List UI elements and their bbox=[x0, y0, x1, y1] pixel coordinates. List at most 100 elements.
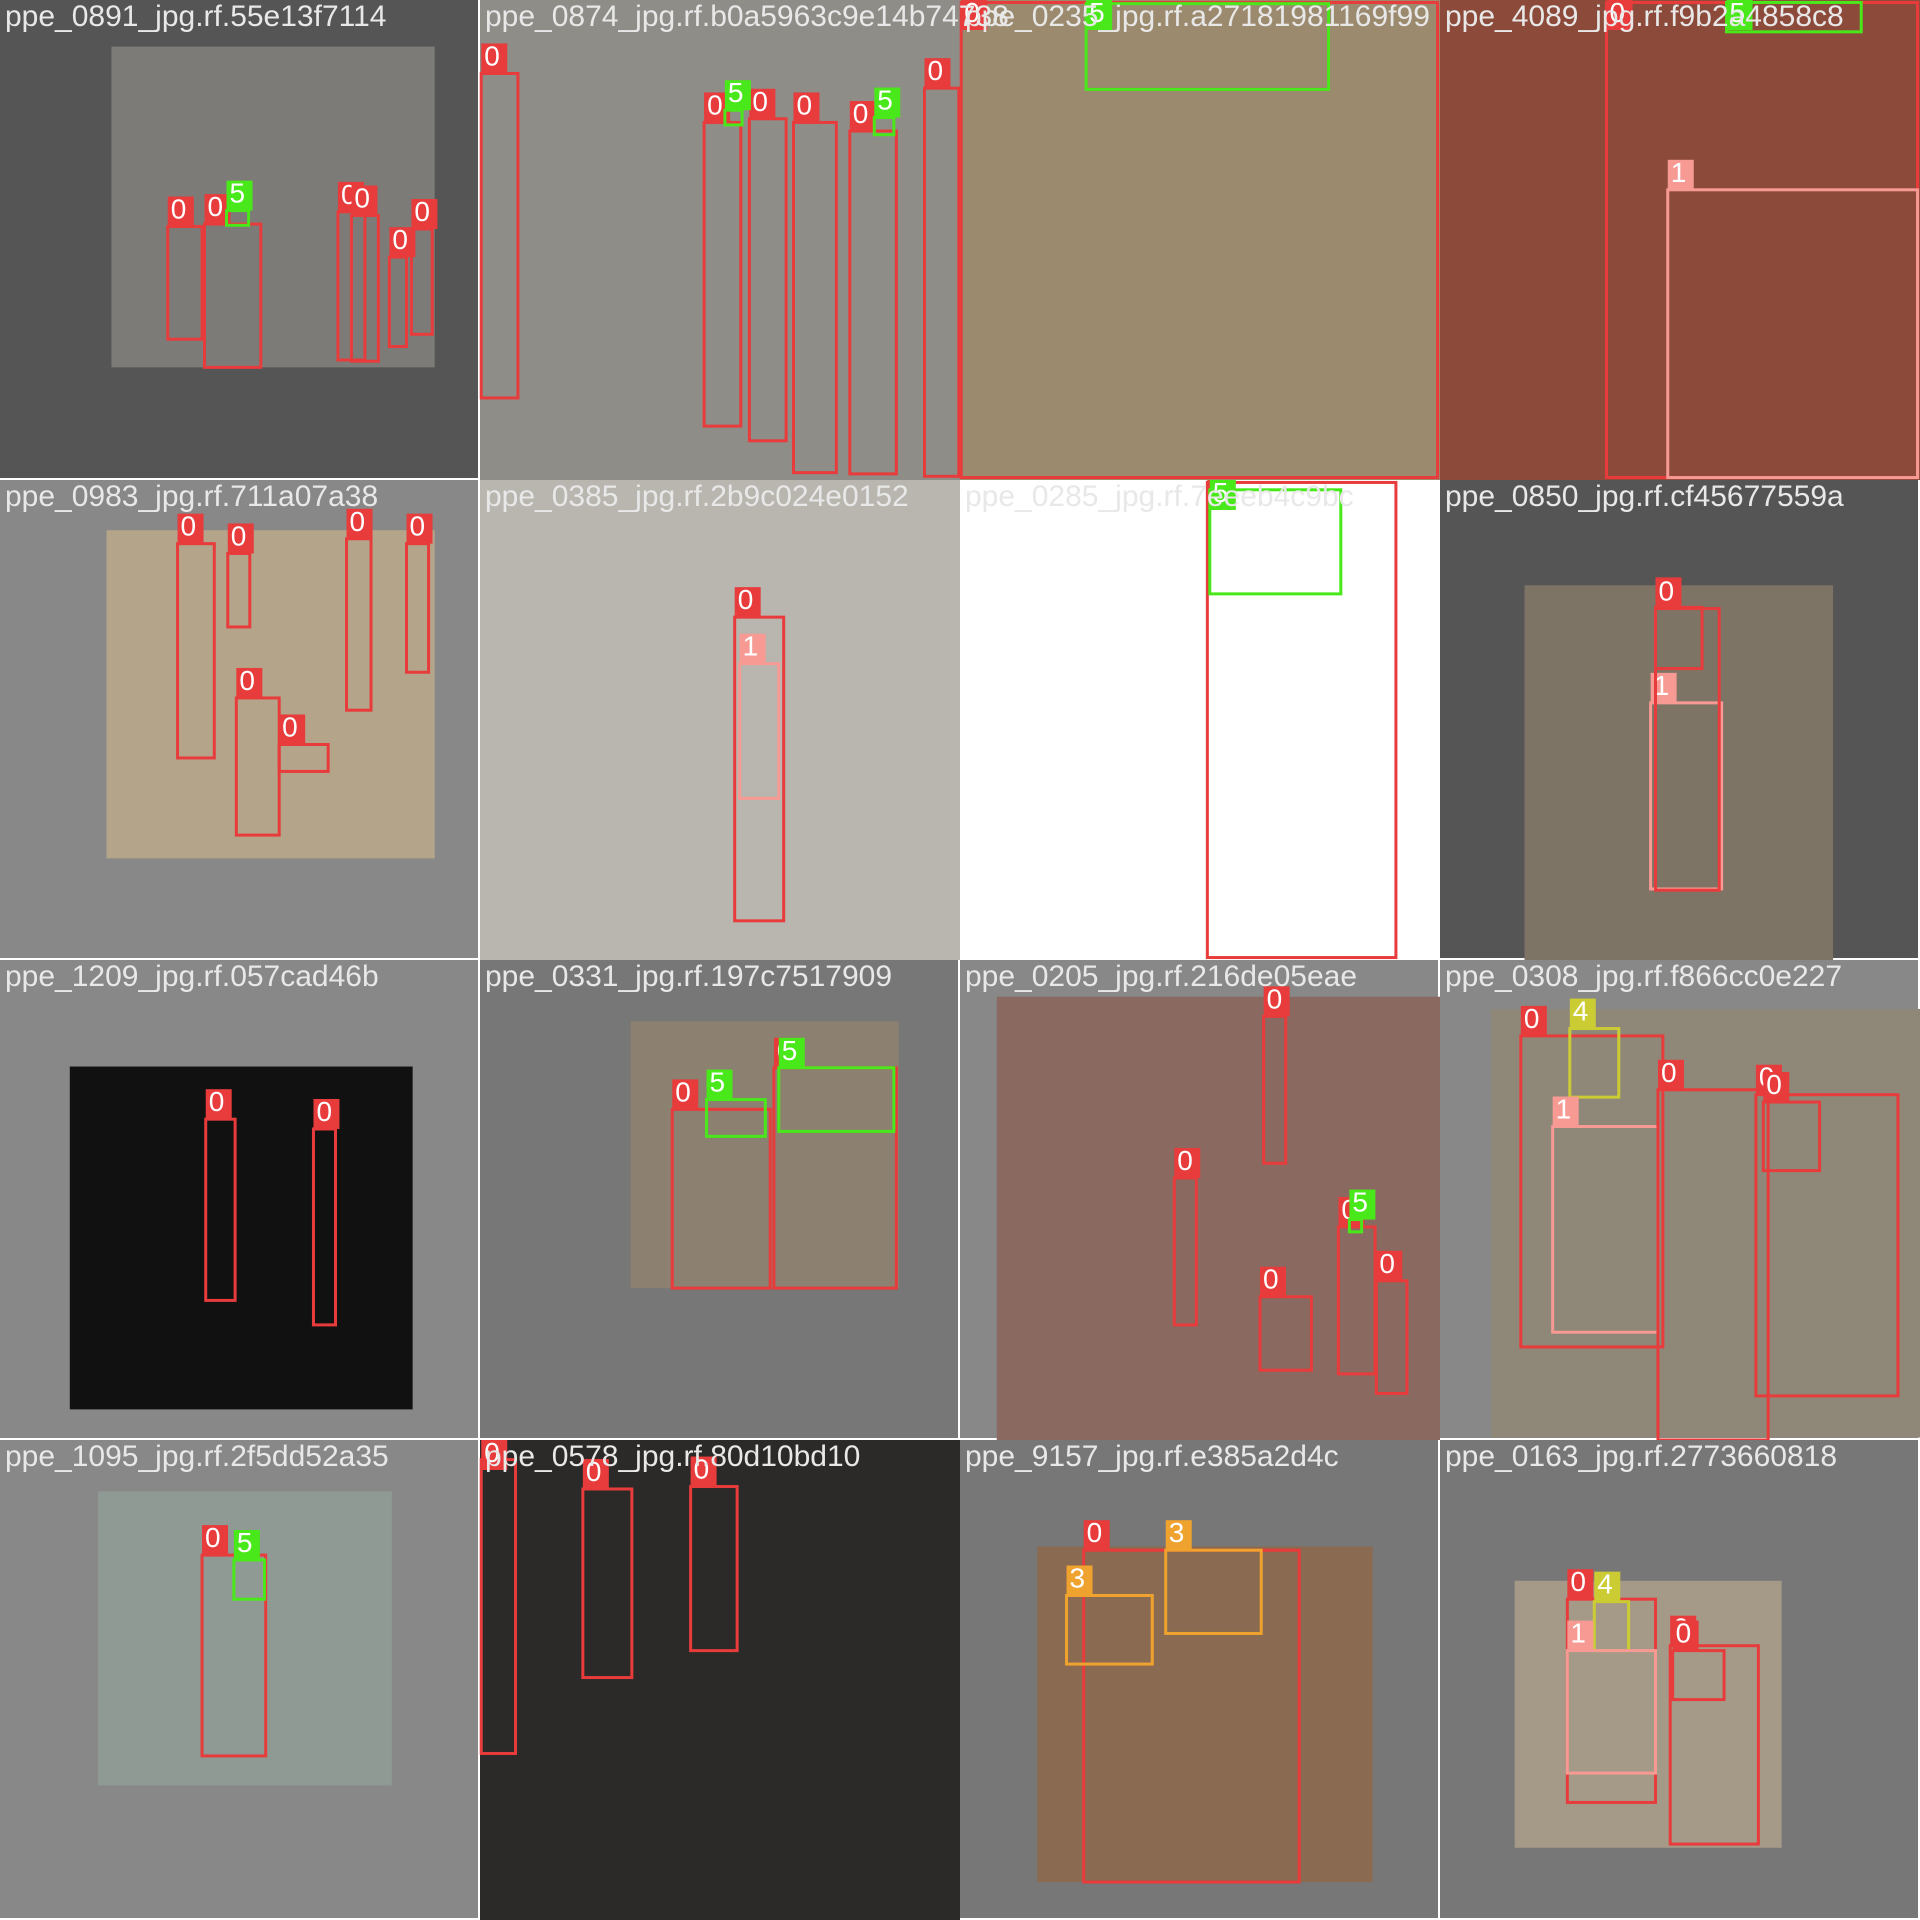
box-label: 5 bbox=[230, 178, 246, 209]
bounding-box bbox=[1656, 1088, 1770, 1442]
box-label: 0 bbox=[205, 1522, 221, 1553]
bounding-box bbox=[1164, 1548, 1263, 1635]
box-tag bbox=[481, 43, 508, 74]
box-tag bbox=[706, 1069, 733, 1100]
box-tag bbox=[1263, 986, 1290, 1017]
box-label: 0 bbox=[484, 40, 500, 71]
file-name: ppe_0385_jpg.rf.2b9c024e0152 bbox=[485, 480, 909, 513]
bounding-box bbox=[1172, 1176, 1198, 1327]
box-label: 0 bbox=[1263, 1264, 1279, 1295]
box-label: 0 bbox=[207, 191, 223, 222]
box-tag bbox=[233, 1530, 260, 1560]
box-label: 1 bbox=[1654, 670, 1670, 701]
bounding-box bbox=[705, 1098, 767, 1138]
box-tag bbox=[1086, 0, 1113, 30]
box-tag bbox=[1066, 1565, 1093, 1596]
box-tag bbox=[1520, 1005, 1547, 1036]
tile: 010 bbox=[1440, 480, 1918, 1000]
box-label: 0 bbox=[484, 1437, 500, 1468]
box-label: 0 bbox=[586, 1456, 602, 1487]
box-label: 0 bbox=[239, 665, 255, 696]
image bbox=[480, 1440, 960, 1920]
image bbox=[630, 1021, 899, 1289]
bounding-box bbox=[1519, 1034, 1665, 1349]
bounding-box bbox=[1754, 1093, 1900, 1398]
image bbox=[111, 46, 435, 368]
box-tag bbox=[227, 523, 254, 554]
box-label: 0 bbox=[927, 55, 943, 86]
box-tag bbox=[582, 1458, 609, 1489]
box-tag bbox=[1726, 0, 1753, 30]
box-label: 3 bbox=[1169, 1517, 1185, 1548]
box-label: 0 bbox=[1267, 983, 1283, 1014]
box-tag bbox=[1594, 1571, 1621, 1602]
box-tag bbox=[961, 0, 988, 30]
bounding-box bbox=[1065, 1594, 1154, 1666]
box-label: 0 bbox=[1676, 1618, 1692, 1649]
tile: 00 0 0 005 5 bbox=[479, 0, 961, 480]
bounding-box bbox=[1654, 607, 1721, 892]
box-label: 0 bbox=[181, 511, 197, 542]
tile: 05 bbox=[960, 477, 1440, 960]
box-tag bbox=[1209, 480, 1236, 510]
bounding-box bbox=[1084, 2, 1331, 91]
bounding-box bbox=[204, 1117, 237, 1302]
bounding-box bbox=[581, 1487, 634, 1680]
box-tag bbox=[849, 101, 876, 132]
image bbox=[960, 0, 1440, 480]
box-label: 0 bbox=[316, 1096, 332, 1127]
box-label: 0 bbox=[1524, 1003, 1540, 1034]
image bbox=[1514, 1580, 1782, 1848]
box-label: 4 bbox=[1573, 996, 1589, 1027]
box-label: 5 bbox=[710, 1067, 726, 1098]
bounding-box bbox=[1668, 1644, 1760, 1846]
box-label: 0 bbox=[853, 98, 869, 129]
box-label: 0 bbox=[1610, 0, 1626, 28]
box-label: 5 bbox=[1089, 0, 1105, 28]
file-name: ppe_0285_jpg.rf.7eeeb4c9bc bbox=[965, 480, 1354, 513]
box-label: 0 bbox=[694, 1454, 710, 1485]
file-name: ppe_0331_jpg.rf.197c7517909 bbox=[485, 960, 892, 993]
box-tag bbox=[1349, 1189, 1376, 1220]
box-label: 0 bbox=[1087, 1517, 1103, 1548]
box-tag bbox=[1667, 159, 1694, 190]
box-label: 4 bbox=[1597, 1569, 1613, 1600]
file-name: ppe_0578_jpg.rf.80d10bd10 bbox=[485, 1440, 860, 1473]
tile: 0 0 0 bbox=[479, 1437, 960, 1920]
image bbox=[106, 530, 435, 859]
box-tag bbox=[874, 87, 901, 118]
box-label: 5 bbox=[1352, 1187, 1368, 1218]
box-tag bbox=[749, 88, 776, 119]
image bbox=[69, 1066, 413, 1410]
image bbox=[1491, 1008, 1920, 1438]
box-tag bbox=[1567, 1569, 1594, 1600]
bounding-box bbox=[1761, 1100, 1822, 1173]
box-tag bbox=[1655, 578, 1682, 609]
box-label: 0 bbox=[1177, 1145, 1193, 1176]
file-name: ppe_0983_jpg.rf.711a07a38 bbox=[5, 480, 378, 513]
box-tag bbox=[481, 1440, 508, 1470]
box-label: 0 bbox=[410, 511, 426, 542]
box-tag bbox=[734, 587, 761, 618]
box-tag bbox=[313, 1098, 340, 1129]
bounding-box bbox=[1262, 1014, 1288, 1165]
bounding-box bbox=[777, 1066, 896, 1133]
image bbox=[1440, 0, 1920, 480]
box-label: 0 bbox=[738, 584, 754, 615]
box-label: 1 bbox=[743, 631, 759, 662]
box-tag bbox=[1165, 1520, 1192, 1551]
box-label: 5 bbox=[237, 1527, 253, 1558]
box-label: 0 bbox=[350, 506, 366, 537]
box-label: 0 bbox=[209, 1086, 225, 1117]
box-tag bbox=[1672, 1620, 1699, 1651]
box-tag bbox=[202, 1525, 229, 1556]
box-label: 0 bbox=[752, 86, 768, 117]
box-tag bbox=[1552, 1096, 1579, 1127]
bounding-box bbox=[1666, 188, 1920, 480]
